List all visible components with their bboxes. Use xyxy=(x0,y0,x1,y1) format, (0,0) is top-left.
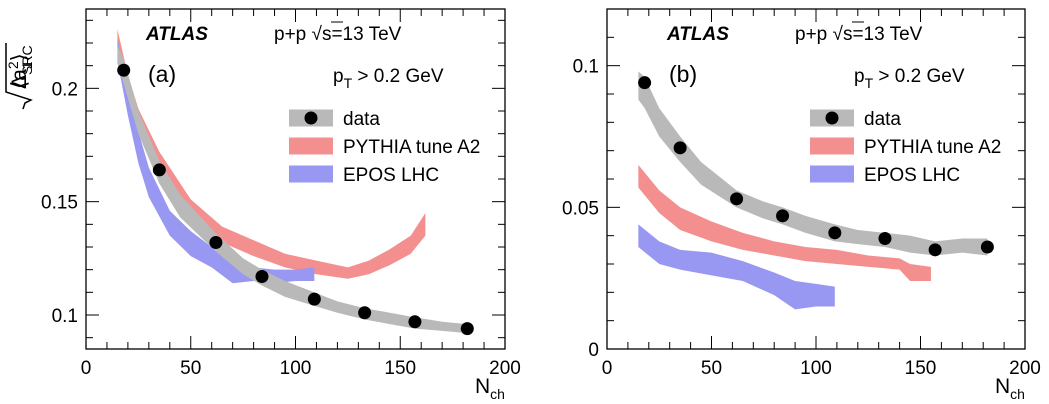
atlas-label: ATLAS xyxy=(666,24,729,45)
legend-epos-label: EPOS LHC xyxy=(864,165,960,186)
data-point xyxy=(255,269,269,283)
y-tick-label: 0.15 xyxy=(41,193,78,214)
pt-cut-value: > 0.2 GeV xyxy=(352,66,444,87)
panel-label: (a) xyxy=(148,61,176,87)
y-tick-label: 0.1 xyxy=(573,57,599,78)
x-axis-title: Nch xyxy=(995,375,1025,402)
x-tick-label: 200 xyxy=(489,358,521,379)
pt-cut-value: > 0.2 GeV xyxy=(873,66,965,87)
x-tick-label: 50 xyxy=(701,358,722,379)
legend-data-marker xyxy=(825,111,839,125)
data-point xyxy=(878,232,892,245)
legend-epos: EPOS LHC xyxy=(289,165,439,186)
legend-data-label: data xyxy=(864,109,901,130)
legend-pythia-label: PYTHIA tune A2 xyxy=(343,137,480,158)
x-axis-title-sub: ch xyxy=(490,386,505,402)
legend-pythia-label: PYTHIA tune A2 xyxy=(864,137,1001,158)
y-axis-title-text: ΔSRC xyxy=(8,45,35,89)
legend-pythia-swatch xyxy=(289,137,333,155)
data-point xyxy=(828,226,842,240)
panel-label: (b) xyxy=(669,61,697,87)
pt-cut-label: pT > 0.2 GeV xyxy=(854,66,965,91)
x-tick-label: 0 xyxy=(81,358,92,379)
legend-data: data xyxy=(289,109,380,130)
data-point xyxy=(358,306,372,320)
epos-band xyxy=(638,224,835,310)
data-point xyxy=(408,315,422,329)
legend-pythia: PYTHIA tune A2 xyxy=(810,137,1001,158)
data-point xyxy=(638,76,652,90)
legend-epos-label: EPOS LHC xyxy=(343,165,439,186)
x-tick-label: 100 xyxy=(280,358,312,379)
y-tick-label: 0.05 xyxy=(562,198,599,219)
pt-cut-subscript: T xyxy=(865,75,874,91)
data-point xyxy=(152,163,166,177)
data-point xyxy=(730,192,744,206)
legend-pythia: PYTHIA tune A2 xyxy=(289,137,480,158)
y-axis-title-sub: 1 xyxy=(19,61,35,69)
y-axis-title-close: ⟩ xyxy=(8,53,31,61)
data-point xyxy=(980,240,994,254)
panel-a: 0 50 100 150 200 0.1 0.15 0.2 Nch ΔSRC ATLAS p+p √s… xyxy=(5,8,521,402)
energy-label: s=13 TeV xyxy=(843,24,923,45)
data-point xyxy=(209,235,223,249)
legend-pythia-swatch xyxy=(810,137,854,155)
energy-label: s=13 TeV xyxy=(322,24,402,45)
sqrt-symbol: √ xyxy=(833,24,844,45)
legend-data: data xyxy=(810,109,901,130)
pythia-band xyxy=(638,164,931,281)
y-axis-title-sub: SRC xyxy=(19,45,35,75)
x-tick-label: 150 xyxy=(384,358,416,379)
data-point xyxy=(307,292,321,306)
y-tick-label: 0 xyxy=(588,340,599,361)
data-point xyxy=(928,243,942,257)
epos-band xyxy=(117,38,315,284)
x-axis-title-sub: ch xyxy=(1010,386,1025,402)
atlas-label: ATLAS xyxy=(145,24,208,45)
pt-cut-label: pT > 0.2 GeV xyxy=(333,66,444,91)
data-band xyxy=(117,45,468,334)
legend-epos-swatch xyxy=(289,165,333,183)
data-point xyxy=(117,63,131,77)
x-tick-label: 50 xyxy=(180,358,201,379)
legend-epos: EPOS LHC xyxy=(810,165,960,186)
y-tick-label: 0.2 xyxy=(52,79,78,100)
data-band xyxy=(638,71,988,256)
collision-system-label: p+p √s=13 TeV xyxy=(795,24,923,45)
pt-cut-subscript: T xyxy=(344,75,353,91)
y-tick-label: 0.1 xyxy=(52,306,78,327)
sqrt-symbol: √ xyxy=(312,24,323,45)
x-tick-label: 0 xyxy=(602,358,613,379)
x-axis-title: Nch xyxy=(475,375,505,402)
x-tick-label: 150 xyxy=(905,358,937,379)
y-axis-title-sup: 2 xyxy=(5,61,21,69)
legend-data-marker xyxy=(304,111,318,125)
data-point xyxy=(673,141,687,155)
y-axis-title: ⟨a21⟩ xyxy=(5,43,35,110)
legend-epos-swatch xyxy=(810,165,854,183)
legend-data-label: data xyxy=(343,109,380,130)
x-tick-label: 100 xyxy=(800,358,832,379)
collision-system-label: p+p √s=13 TeV xyxy=(274,24,402,45)
y-axis-title-text: ⟨a21⟩ xyxy=(5,53,35,89)
y-axis-radical xyxy=(5,43,33,110)
x-tick-label: 200 xyxy=(1009,358,1041,379)
data-point xyxy=(460,322,474,336)
data-point xyxy=(776,209,790,223)
